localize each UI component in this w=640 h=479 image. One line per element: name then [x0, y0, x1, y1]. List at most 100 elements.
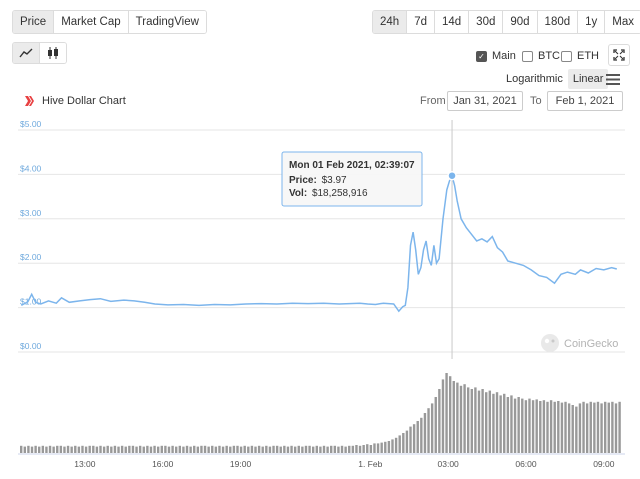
volume-bar	[106, 445, 109, 453]
volume-bar	[257, 445, 261, 453]
volume-bar	[290, 445, 293, 453]
to-label: To	[530, 95, 542, 107]
range-90d[interactable]: 90d	[503, 11, 538, 33]
volume-bar	[351, 445, 355, 453]
volume-bar	[542, 400, 546, 453]
hamburger-icon	[606, 74, 620, 85]
volume-bar	[481, 389, 484, 453]
to-date-input[interactable]: Feb 1, 2021	[547, 91, 623, 111]
volume-bar	[369, 445, 373, 453]
y-tick-label: $5.00	[20, 119, 42, 129]
from-date-input[interactable]: Jan 31, 2021	[447, 91, 523, 111]
volume-bar	[156, 446, 160, 453]
scale-logarithmic-button[interactable]: Logarithmic	[506, 73, 563, 85]
range-7d[interactable]: 7d	[407, 11, 435, 33]
volume-bar	[283, 445, 286, 453]
line-chart-button[interactable]	[13, 43, 40, 63]
line-chart-icon	[19, 48, 33, 58]
range-14d[interactable]: 14d	[434, 11, 470, 33]
volume-bar	[225, 445, 228, 453]
volume-bar	[438, 389, 441, 453]
volume-bar	[319, 446, 322, 453]
volume-bar	[600, 403, 603, 453]
chart-title-text: Hive Dollar Chart	[42, 95, 126, 107]
volume-bar	[603, 401, 607, 453]
range-30d[interactable]: 30d	[469, 11, 504, 33]
compare-main-checkbox[interactable]: ✓ Main	[476, 50, 516, 62]
volume-bar	[84, 446, 88, 453]
hover-point	[447, 170, 457, 181]
range-1y[interactable]: 1y	[578, 11, 606, 33]
volume-bar	[492, 393, 495, 453]
volume-bar	[70, 446, 73, 453]
volume-bar	[517, 397, 520, 453]
volume-bar	[167, 446, 171, 453]
compare-main-label: Main	[492, 50, 516, 62]
tab-price[interactable]: Price	[13, 11, 55, 33]
volume-bar	[138, 445, 142, 453]
volume-bar	[560, 402, 564, 453]
volume-bar	[340, 445, 344, 453]
volume-bar	[232, 445, 236, 453]
volume-bar	[348, 445, 351, 453]
volume-bar	[185, 445, 189, 453]
volume-bar	[611, 401, 614, 453]
volume-bar	[113, 445, 117, 453]
volume-bar	[593, 402, 596, 453]
volume-bar	[250, 445, 254, 453]
volume-bar	[160, 445, 163, 453]
fullscreen-button[interactable]	[608, 44, 630, 66]
volume-bar	[308, 445, 311, 453]
range-180d[interactable]: 180d	[537, 11, 579, 33]
volume-bar	[503, 393, 506, 453]
volume-bar	[488, 390, 492, 453]
chart-menu-button[interactable]	[606, 72, 620, 90]
volume-bar	[528, 398, 531, 453]
compare-btc-checkbox[interactable]: BTC	[522, 50, 560, 62]
volume-bar	[149, 446, 153, 453]
compare-btc-label: BTC	[538, 50, 560, 62]
volume-bar	[30, 446, 34, 453]
volume-bar	[297, 445, 300, 453]
tab-tradingview[interactable]: TradingView	[128, 11, 206, 33]
volume-bar	[553, 401, 556, 453]
volume-bar	[398, 435, 401, 453]
chart-style-toggle	[12, 42, 67, 64]
volume-bar	[20, 445, 23, 453]
volume-bar	[92, 445, 95, 453]
volume-bar	[23, 446, 26, 453]
volume-bar	[589, 401, 592, 453]
expand-icon	[613, 49, 625, 61]
volume-bar	[387, 441, 391, 453]
volume-bar	[459, 385, 463, 453]
volume-bar	[445, 373, 448, 453]
volume-bar	[41, 445, 45, 453]
volume-bar	[337, 446, 340, 453]
volume-bar	[236, 445, 239, 453]
candlestick-button[interactable]	[40, 43, 66, 63]
volume-bar	[333, 445, 337, 453]
volume-bar	[239, 446, 243, 453]
volume-bar	[391, 439, 394, 453]
volume-bar	[456, 382, 459, 453]
tooltip-date: Mon 01 Feb 2021, 02:39:07	[289, 160, 415, 171]
volume-bar	[164, 445, 167, 453]
tooltip-vol-label: Vol:	[289, 188, 307, 199]
scale-linear-button[interactable]: Linear	[567, 69, 609, 89]
volume-bar	[229, 446, 232, 453]
price-chart[interactable]: $0.00 $1.00 $2.00 $3.00 $4.00 $5.00 CoinGecko…	[0, 115, 640, 475]
volume-bar	[128, 445, 131, 453]
volume-bar	[304, 445, 308, 453]
volume-bar	[373, 443, 376, 453]
volume-bar	[175, 446, 178, 453]
volume-bar	[247, 446, 250, 453]
tab-market-cap[interactable]: Market Cap	[54, 11, 129, 33]
range-max[interactable]: Max	[605, 11, 640, 33]
compare-eth-checkbox[interactable]: ETH	[561, 50, 599, 62]
range-24h[interactable]: 24h	[373, 11, 408, 33]
volume-bar	[470, 389, 473, 453]
candlestick-icon	[48, 47, 58, 59]
volume-bar	[218, 445, 221, 453]
volume-bar	[27, 445, 30, 453]
volume-bar	[485, 392, 488, 453]
